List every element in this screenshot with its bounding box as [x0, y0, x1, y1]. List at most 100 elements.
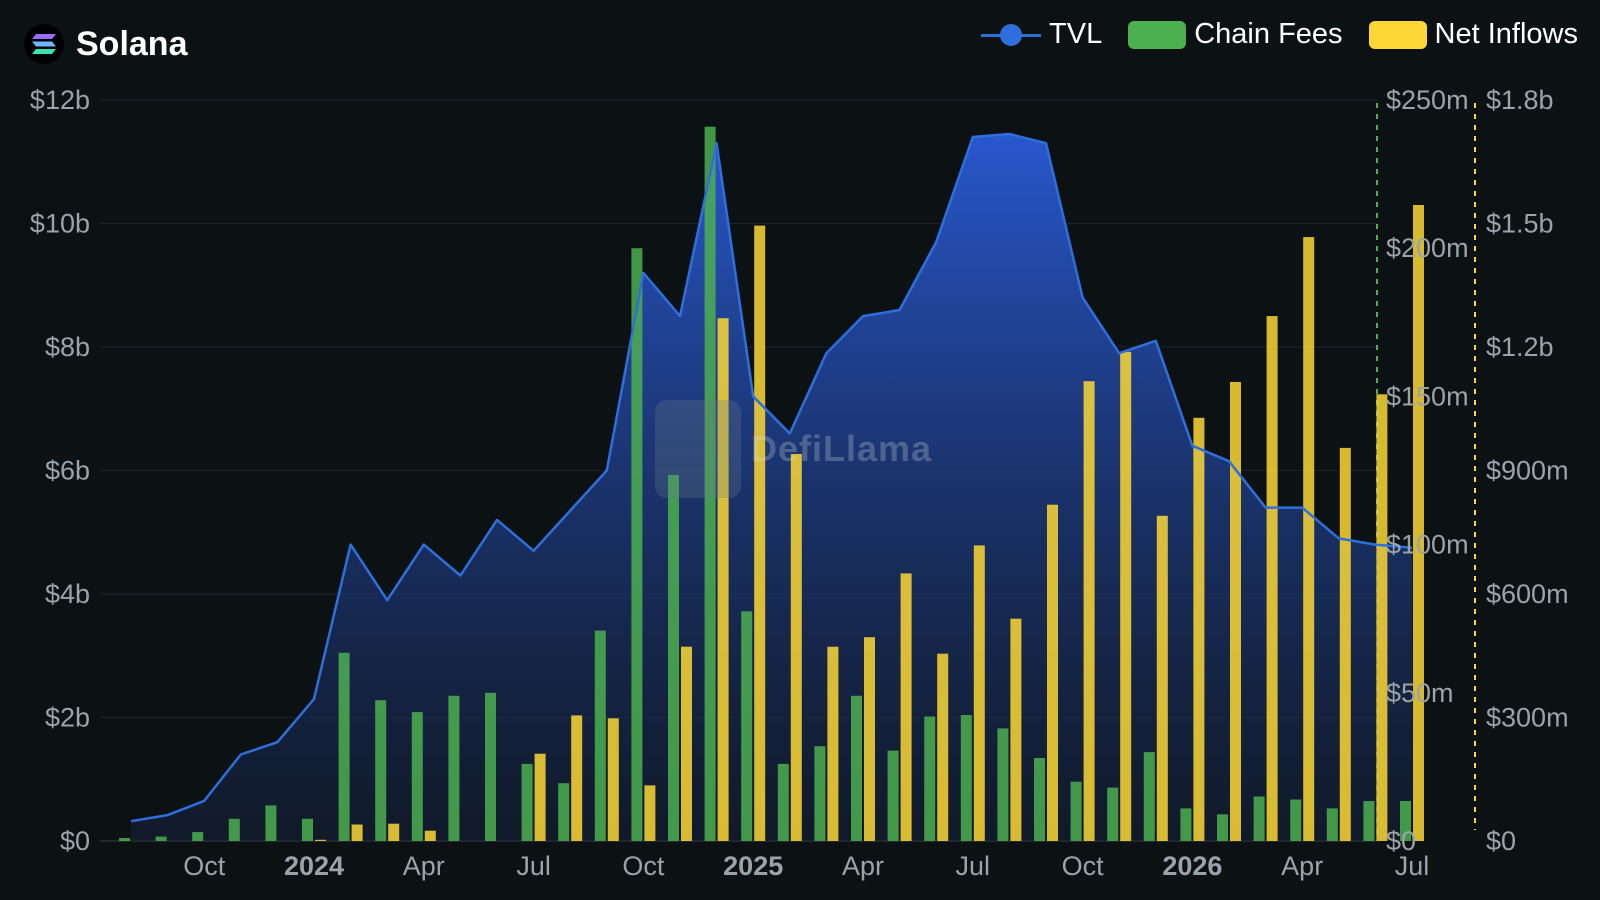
inflows-axis-tick: $300m: [1486, 703, 1569, 733]
net-inflows-bar[interactable]: [607, 718, 619, 841]
chain-fees-bar[interactable]: [1253, 796, 1265, 842]
fees-axis-tick: $50m: [1386, 678, 1454, 708]
net-inflows-bar[interactable]: [937, 653, 949, 841]
chain-fees-bar[interactable]: [1400, 801, 1411, 841]
chain-fees-bar[interactable]: [1070, 781, 1082, 841]
chain-fees-bar[interactable]: [960, 715, 972, 841]
fees-axis-tick: $0: [1386, 826, 1416, 856]
chain-fees-bar[interactable]: [411, 712, 423, 841]
inflows-axis-tick: $900m: [1486, 456, 1569, 486]
legend-item-chain-fees[interactable]: Chain Fees: [1128, 18, 1343, 51]
net-inflows-bar[interactable]: [900, 573, 912, 841]
net-inflows-bar[interactable]: [1010, 618, 1022, 841]
net-inflows-bar[interactable]: [864, 637, 875, 841]
chain-fees-bar[interactable]: [631, 248, 643, 841]
chain-fees-bar[interactable]: [924, 716, 936, 842]
chain-fees-bar[interactable]: [594, 630, 606, 841]
solana-icon: [24, 24, 64, 64]
chain-fees-bar[interactable]: [155, 836, 167, 841]
x-axis-tick: Apr: [842, 851, 884, 881]
net-inflows-bar[interactable]: [1156, 515, 1168, 841]
x-axis-tick: Oct: [1062, 851, 1105, 881]
chain-fees-bar[interactable]: [1180, 808, 1192, 841]
net-inflows-bar[interactable]: [424, 830, 436, 841]
net-inflows-legend-swatch: [1368, 20, 1427, 49]
llama-icon: [655, 400, 741, 498]
tvl-line-layer: [130, 132, 1413, 823]
tvl-axis-tick: $12b: [30, 85, 90, 115]
chain-fees-bar[interactable]: [228, 818, 240, 841]
net-inflows-bar[interactable]: [571, 715, 583, 841]
net-inflows-bar[interactable]: [1339, 447, 1351, 841]
net-inflows-bar[interactable]: [315, 839, 326, 841]
tvl-axis-tick: $2b: [45, 703, 90, 733]
net-inflows-bar[interactable]: [644, 785, 656, 841]
chart-legend: TVL Chain Fees Net Inflows: [981, 18, 1578, 51]
chart-header: Solana: [24, 24, 187, 64]
chain-fees-bar[interactable]: [119, 838, 130, 841]
chain-fees-bar[interactable]: [338, 652, 350, 841]
chain-fees-bar[interactable]: [997, 728, 1009, 841]
chain-fees-bar[interactable]: [1363, 801, 1375, 841]
chain-fees-bar[interactable]: [668, 474, 679, 841]
net-inflows-bar[interactable]: [534, 753, 546, 841]
chain-fees-bar[interactable]: [265, 805, 277, 841]
chain-fees-bar[interactable]: [777, 763, 789, 841]
net-inflows-bar[interactable]: [1303, 237, 1315, 842]
chain-fees-bar[interactable]: [448, 695, 460, 841]
net-inflows-bar[interactable]: [717, 318, 729, 841]
chain-fees-bar[interactable]: [814, 746, 826, 841]
net-inflows-bar[interactable]: [1413, 205, 1424, 841]
bars-layer: [119, 126, 1424, 842]
chain-fees-bar[interactable]: [302, 818, 313, 841]
fees-axis-tick: $100m: [1386, 530, 1469, 560]
net-inflows-bar[interactable]: [1120, 351, 1132, 841]
chain-fees-bar[interactable]: [1034, 758, 1045, 841]
net-inflows-bar[interactable]: [1230, 382, 1241, 841]
x-axis: Oct 2024 Apr Jul Oct 2025 Apr Jul Oct 2026 Apr Jul: [183, 851, 1429, 881]
chain-fees-bar[interactable]: [1326, 808, 1338, 841]
chain-fees-bar[interactable]: [1107, 787, 1119, 841]
x-axis-tick: Oct: [622, 851, 665, 881]
chain-fees-bar[interactable]: [851, 695, 862, 841]
chain-fees-bar[interactable]: [1290, 799, 1302, 842]
x-axis-tick: Jul: [516, 851, 551, 881]
net-inflows-bar[interactable]: [1266, 316, 1278, 842]
fees-axis-tick: $200m: [1386, 233, 1469, 263]
inflows-axis-tick: $1.5b: [1486, 209, 1554, 239]
chain-fees-bar[interactable]: [521, 763, 533, 841]
net-inflows-bar[interactable]: [1083, 381, 1095, 841]
legend-item-net-inflows[interactable]: Net Inflows: [1368, 18, 1578, 51]
chain-fees-bar[interactable]: [741, 611, 753, 841]
legend-label-net-inflows: Net Inflows: [1434, 18, 1578, 50]
chain-fees-bar[interactable]: [1217, 814, 1228, 841]
net-inflows-bar[interactable]: [790, 454, 802, 841]
legend-item-tvl[interactable]: TVL: [981, 18, 1102, 51]
chain-fees-bar[interactable]: [192, 832, 204, 841]
x-axis-tick: Oct: [183, 851, 226, 881]
chain-fees-legend-swatch: [1128, 20, 1187, 49]
chain-fees-bar[interactable]: [887, 750, 899, 841]
chain-fees-bar[interactable]: [558, 783, 570, 841]
net-inflows-bar[interactable]: [1193, 417, 1205, 841]
net-inflows-bar[interactable]: [388, 823, 400, 841]
net-inflows-bar[interactable]: [351, 824, 363, 842]
net-inflows-bar[interactable]: [827, 646, 839, 841]
net-inflows-bar[interactable]: [681, 646, 692, 841]
inflows-axis-tick: $1.8b: [1486, 85, 1554, 115]
net-inflows-bar[interactable]: [1047, 504, 1058, 841]
chain-fees-bar[interactable]: [704, 126, 716, 841]
tvl-legend-marker: [981, 21, 1042, 49]
tvl-line[interactable]: [130, 132, 1413, 823]
tvl-axis-tick: $0: [60, 826, 90, 856]
tvl-axis-tick: $8b: [45, 332, 90, 362]
net-inflows-bar[interactable]: [973, 545, 985, 841]
chain-fees-bar[interactable]: [375, 700, 387, 841]
chain-fees-bar[interactable]: [1143, 752, 1155, 841]
net-inflows-bar[interactable]: [754, 225, 766, 842]
net-inflows-bar[interactable]: [1376, 394, 1388, 841]
fees-axis-tick: $150m: [1386, 381, 1469, 411]
chain-fees-bar[interactable]: [485, 692, 496, 841]
legend-label-tvl: TVL: [1049, 18, 1103, 50]
